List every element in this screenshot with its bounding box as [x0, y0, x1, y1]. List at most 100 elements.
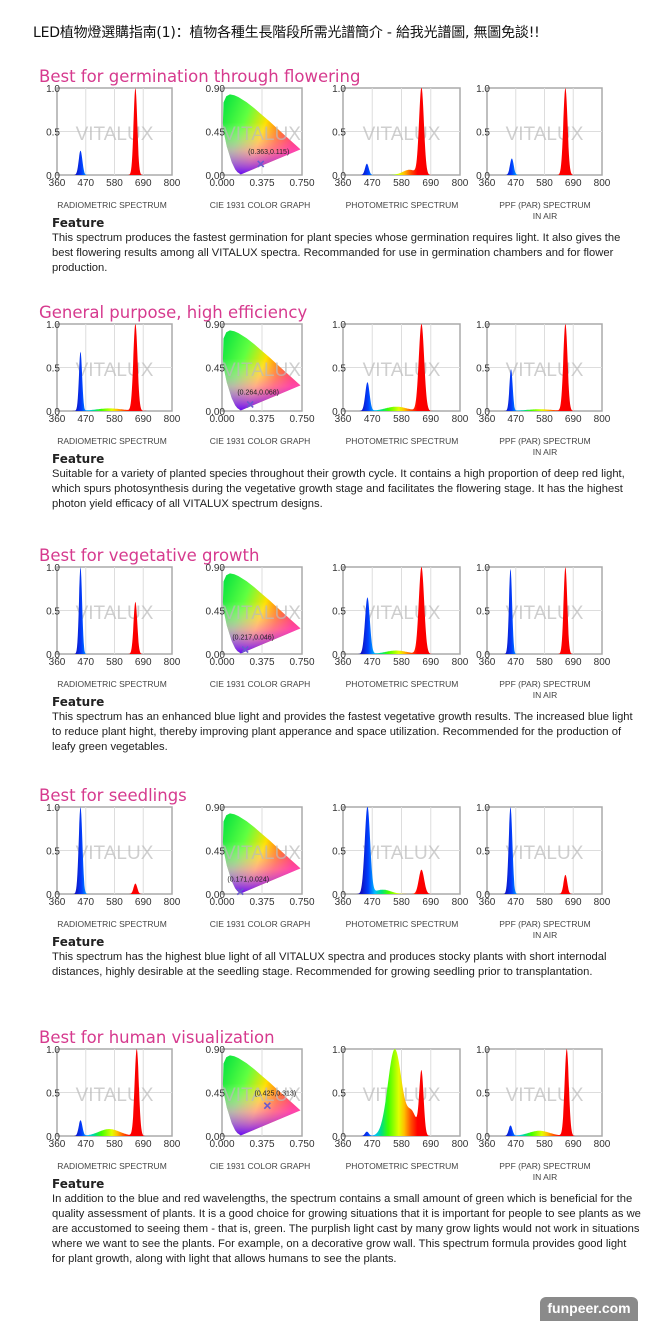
x-tick-label: 690 — [422, 1139, 439, 1150]
watermark: VITALUX — [506, 843, 584, 864]
ppf-spectrum-area — [487, 567, 602, 654]
panel-label-text: PPF (PAR) SPECTRUM — [499, 1161, 591, 1171]
cie-chart: VITALUX(0.425,0.313) 0.00 0.45 0.90 0.000 0.3… — [206, 1045, 315, 1150]
spectrum-section: Best for vegetative growth VITALUX 0.0 0.5 1… — [0, 546, 660, 786]
panel-label: CIE 1931 COLOR GRAPH — [180, 679, 340, 690]
x-tick-label: 580 — [106, 897, 123, 908]
y-tick-label: 0.00 — [206, 890, 226, 901]
x-tick-label: 0.750 — [289, 414, 314, 425]
x-tick-label: 470 — [364, 178, 381, 189]
radiometric-spectrum-area — [57, 807, 172, 894]
x-tick-label: 690 — [565, 897, 582, 908]
feature-text: This spectrum produces the fastest germi… — [52, 232, 621, 274]
x-tick-label: 580 — [536, 657, 553, 668]
cie-gamut-shade — [222, 94, 301, 175]
y-tick-label: 0.5 — [476, 364, 490, 375]
panel-label-text: RADIOMETRIC SPECTRUM — [57, 919, 167, 929]
cie-point-label: (0.264,0.068) — [237, 389, 279, 396]
panel-label-text: RADIOMETRIC SPECTRUM — [57, 1161, 167, 1171]
section-title: Best for human visualization — [39, 1028, 275, 1047]
photometric-spectrum-area — [343, 807, 460, 894]
feature-heading: Feature — [52, 935, 105, 949]
x-tick-label: 470 — [364, 897, 381, 908]
spectrum-charts: VITALUX 0.0 0.5 1.0 360 470 580 690 800 VITALUX (0… — [46, 84, 611, 189]
x-tick-label: 0.750 — [289, 1139, 314, 1150]
radiometric-chart: VITALUX 0.0 0.5 1.0 360 470 580 690 800 — [46, 563, 181, 668]
watermark: VITALUX — [363, 124, 441, 145]
section-title: Best for vegetative growth — [39, 546, 260, 565]
watermark: VITALUX — [223, 843, 301, 864]
x-tick-label: 0.000 — [209, 414, 234, 425]
y-tick-label: 0.0 — [476, 171, 490, 182]
panel-label-text: PHOTOMETRIC SPECTRUM — [345, 919, 459, 929]
x-tick-label: 800 — [594, 657, 611, 668]
x-tick-label: 360 — [479, 178, 496, 189]
x-tick-label: 690 — [422, 657, 439, 668]
y-tick-label: 0.45 — [206, 364, 226, 375]
panel-label: PPF (PAR) SPECTRUM IN AIR — [465, 200, 625, 222]
watermark: VITALUX — [76, 843, 154, 864]
x-tick-label: 0.750 — [289, 178, 314, 189]
x-tick-label: 470 — [507, 178, 524, 189]
panel-label-text: CIE 1931 COLOR GRAPH — [209, 436, 311, 446]
watermark: VITALUX — [363, 843, 441, 864]
y-tick-label: 0.45 — [206, 847, 226, 858]
cie-point-marker — [263, 1102, 271, 1110]
x-tick-label: 800 — [164, 897, 181, 908]
panel-label-subtext: IN AIR — [532, 930, 558, 940]
x-tick-label: 800 — [452, 178, 469, 189]
x-tick-label: 800 — [452, 1139, 469, 1150]
panel-label-text: RADIOMETRIC SPECTRUM — [57, 436, 167, 446]
cie-point-label: (0.425,0.313) — [255, 1091, 297, 1098]
watermark: VITALUX — [506, 360, 584, 381]
panel-label-subtext: IN AIR — [532, 1172, 558, 1182]
x-tick-label: 360 — [49, 414, 66, 425]
x-tick-label: 800 — [594, 1139, 611, 1150]
ppf-chart: VITALUX 0.0 0.5 1.0 360 470 580 690 800 — [476, 84, 611, 189]
spectrum-section: General purpose, high efficiency VITALUX 0… — [0, 303, 660, 543]
x-tick-label: 800 — [594, 178, 611, 189]
feature-heading: Feature — [52, 695, 105, 709]
panel-label: PHOTOMETRIC SPECTRUM — [322, 919, 482, 930]
y-tick-label: 1.0 — [476, 803, 490, 814]
x-tick-label: 690 — [422, 178, 439, 189]
y-tick-label: 0.0 — [476, 650, 490, 661]
x-tick-label: 690 — [135, 657, 152, 668]
x-tick-label: 360 — [49, 897, 66, 908]
x-tick-label: 360 — [479, 657, 496, 668]
spectrum-charts: VITALUX 0.0 0.5 1.0 360 470 580 690 800 VITALUX (0… — [46, 563, 611, 668]
x-tick-label: 470 — [364, 1139, 381, 1150]
panel-label: PPF (PAR) SPECTRUM IN AIR — [465, 1161, 625, 1183]
panel-label-subtext: IN AIR — [532, 690, 558, 700]
x-tick-label: 690 — [135, 414, 152, 425]
site-watermark-badge: funpeer.com — [540, 1297, 638, 1321]
y-tick-label: 0.90 — [206, 1045, 226, 1056]
x-tick-label: 800 — [164, 1139, 181, 1150]
panel-label-text: CIE 1931 COLOR GRAPH — [209, 679, 311, 689]
x-tick-label: 0.375 — [249, 897, 274, 908]
x-tick-label: 470 — [507, 1139, 524, 1150]
section-title: General purpose, high efficiency — [39, 303, 308, 322]
panel-label-text: CIE 1931 COLOR GRAPH — [209, 919, 311, 929]
y-tick-label: 0.00 — [206, 171, 226, 182]
photometric-spectrum-area — [343, 567, 460, 654]
x-tick-label: 470 — [77, 897, 94, 908]
y-tick-label: 1.0 — [476, 1045, 490, 1056]
panel-label: PHOTOMETRIC SPECTRUM — [322, 1161, 482, 1172]
y-tick-label: 0.0 — [46, 650, 60, 661]
x-tick-label: 690 — [565, 414, 582, 425]
x-tick-label: 360 — [479, 414, 496, 425]
x-tick-label: 800 — [452, 414, 469, 425]
y-tick-label: 1.0 — [332, 1045, 346, 1056]
x-tick-label: 580 — [393, 897, 410, 908]
cie-gamut-shade — [222, 813, 301, 894]
y-tick-label: 0.0 — [332, 890, 346, 901]
x-tick-label: 0.750 — [289, 657, 314, 668]
y-tick-label: 1.0 — [476, 320, 490, 331]
watermark: VITALUX — [506, 603, 584, 624]
feature-text: This spectrum has an enhanced blue light… — [52, 711, 633, 753]
x-tick-label: 690 — [135, 178, 152, 189]
